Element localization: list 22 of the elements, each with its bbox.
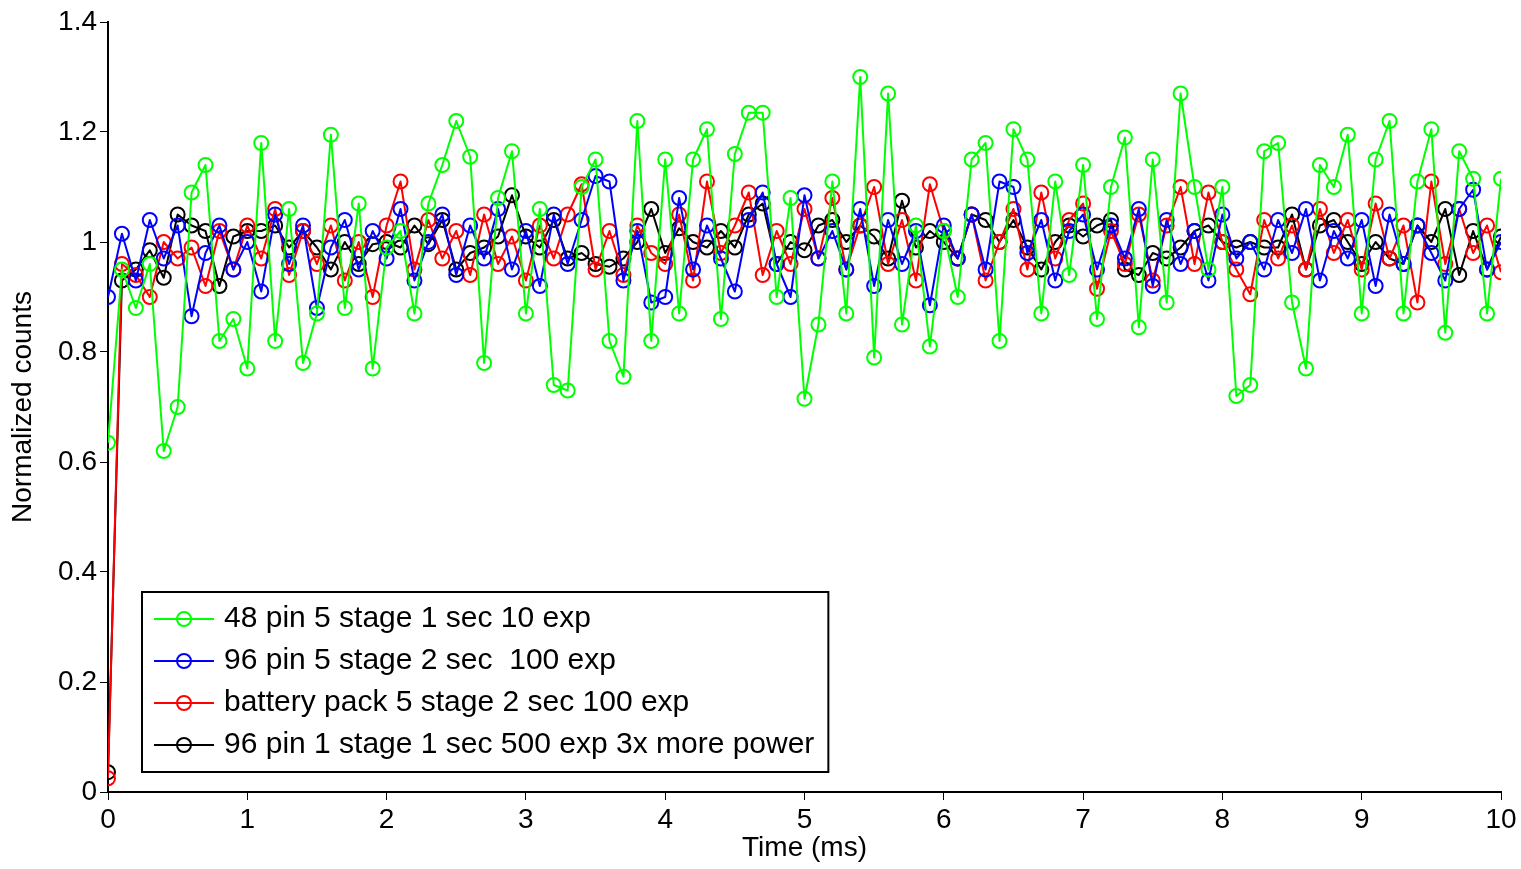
legend-label: 48 pin 5 stage 1 sec 10 exp	[224, 600, 591, 634]
legend-label: 96 pin 5 stage 2 sec 100 exp	[224, 642, 616, 676]
y-tick-label: 1.4	[58, 4, 97, 36]
legend-label: 96 pin 1 stage 1 sec 500 exp 3x more power	[224, 726, 815, 760]
legend-label: battery pack 5 stage 2 sec 100 exp	[224, 684, 690, 718]
x-tick-label: 9	[1353, 802, 1370, 834]
x-tick-label: 2	[378, 802, 395, 834]
y-tick-label: 0.8	[58, 334, 97, 366]
y-tick-label: 0.6	[58, 444, 97, 476]
y-axis-title: Normalized counts	[5, 291, 37, 523]
x-tick-label: 6	[936, 802, 952, 834]
x-tick-label: 7	[1075, 802, 1091, 834]
x-tick-label: 8	[1214, 802, 1231, 834]
y-tick-label: 1	[81, 224, 97, 256]
y-tick-label: 0.4	[58, 554, 97, 586]
x-tick-label: 1	[239, 802, 256, 834]
x-tick-label: 10	[1485, 802, 1517, 834]
y-tick-label: 1.2	[58, 114, 97, 146]
y-tick-label: 0.2	[58, 664, 97, 696]
x-tick-label: 4	[657, 802, 673, 834]
y-tick-label: 0	[81, 774, 97, 806]
x-tick-label: 3	[518, 802, 534, 834]
